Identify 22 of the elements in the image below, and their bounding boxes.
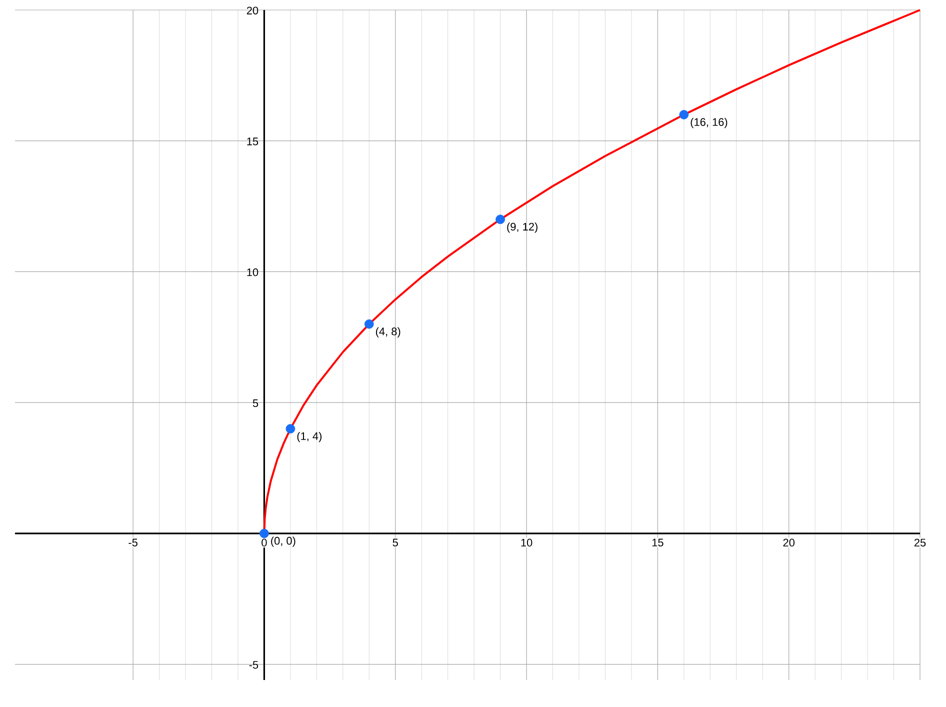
data-label: (1, 4)	[297, 432, 322, 442]
x-tick-label: 0	[262, 538, 267, 547]
x-tick-label: 25	[914, 538, 926, 547]
y-tick-label: 10	[247, 268, 258, 276]
x-tick-label: 15	[652, 538, 664, 546]
data-label: (16, 16)	[690, 118, 728, 128]
data-label: (0, 0)	[271, 536, 296, 547]
data-label: (9, 12)	[507, 222, 538, 233]
y-tick-label: 5	[252, 399, 258, 408]
x-tick-label: 20	[783, 538, 795, 547]
point	[286, 424, 296, 434]
data-label: (4, 8)	[376, 327, 400, 338]
y-tick-label: 20	[246, 6, 258, 14]
point	[260, 528, 269, 538]
x-tick-label: 10	[521, 538, 532, 547]
point	[496, 214, 505, 224]
x-tick-label: -5	[128, 538, 138, 546]
y-tick-label: -5	[249, 661, 258, 669]
x-tick-label: 5	[392, 538, 398, 546]
y-tick-label: 15	[247, 138, 258, 146]
point	[679, 110, 689, 120]
point	[364, 319, 374, 329]
